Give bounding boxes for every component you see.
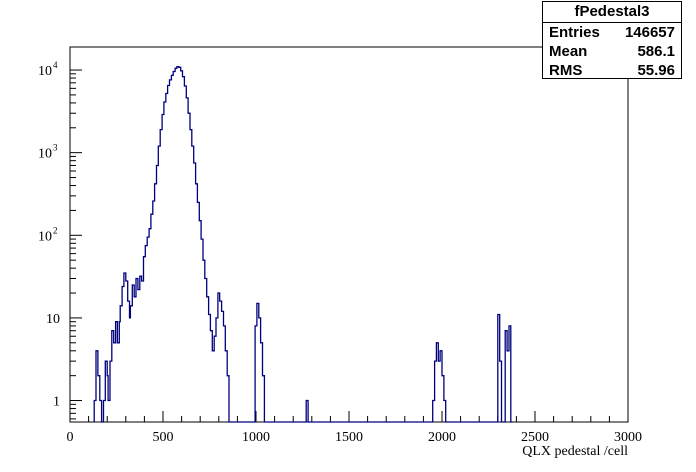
x-tick-label: 2500 <box>521 430 549 445</box>
y-tick-label: 10 4 <box>38 60 58 79</box>
y-tick-label: 10 3 <box>38 143 58 162</box>
stats-value: 146657 <box>624 24 675 41</box>
svg-text:10: 10 <box>46 312 60 327</box>
svg-text:4: 4 <box>53 60 58 70</box>
x-tick-label: 2000 <box>428 430 456 445</box>
plot-frame <box>69 46 629 423</box>
stats-value: 586.1 <box>637 43 675 60</box>
svg-text:10: 10 <box>38 229 52 244</box>
x-tick-label: 500 <box>153 430 174 445</box>
y-tick-label: 1 <box>53 395 60 410</box>
stats-row-rms: RMS 55.96 <box>543 61 681 80</box>
stats-label: Entries <box>549 24 600 41</box>
svg-text:10: 10 <box>38 147 52 162</box>
x-axis-label: QLX pedestal /cell <box>522 444 628 459</box>
stats-value: 55.96 <box>637 62 675 79</box>
x-tick-label: 3000 <box>614 430 642 445</box>
svg-text:3: 3 <box>53 143 58 153</box>
stats-box: fPedestal3 Entries 146657 Mean 586.1 RMS… <box>542 1 682 79</box>
y-tick-label: 10 <box>46 312 60 327</box>
stats-label: RMS <box>549 62 583 79</box>
stats-label: Mean <box>549 43 588 60</box>
svg-text:10: 10 <box>38 64 52 79</box>
histogram-line <box>93 65 513 423</box>
stats-title: fPedestal3 <box>543 2 681 23</box>
axis-ticks <box>69 69 629 422</box>
x-tick-label: 0 <box>67 430 74 445</box>
y-tick-label: 10 2 <box>38 225 58 244</box>
stats-row-entries: Entries 146657 <box>543 23 681 42</box>
svg-text:2: 2 <box>53 225 58 235</box>
stats-row-mean: Mean 586.1 <box>543 42 681 61</box>
x-tick-label: 1500 <box>335 430 363 445</box>
x-tick-label: 1000 <box>242 430 270 445</box>
svg-text:1: 1 <box>53 395 60 410</box>
